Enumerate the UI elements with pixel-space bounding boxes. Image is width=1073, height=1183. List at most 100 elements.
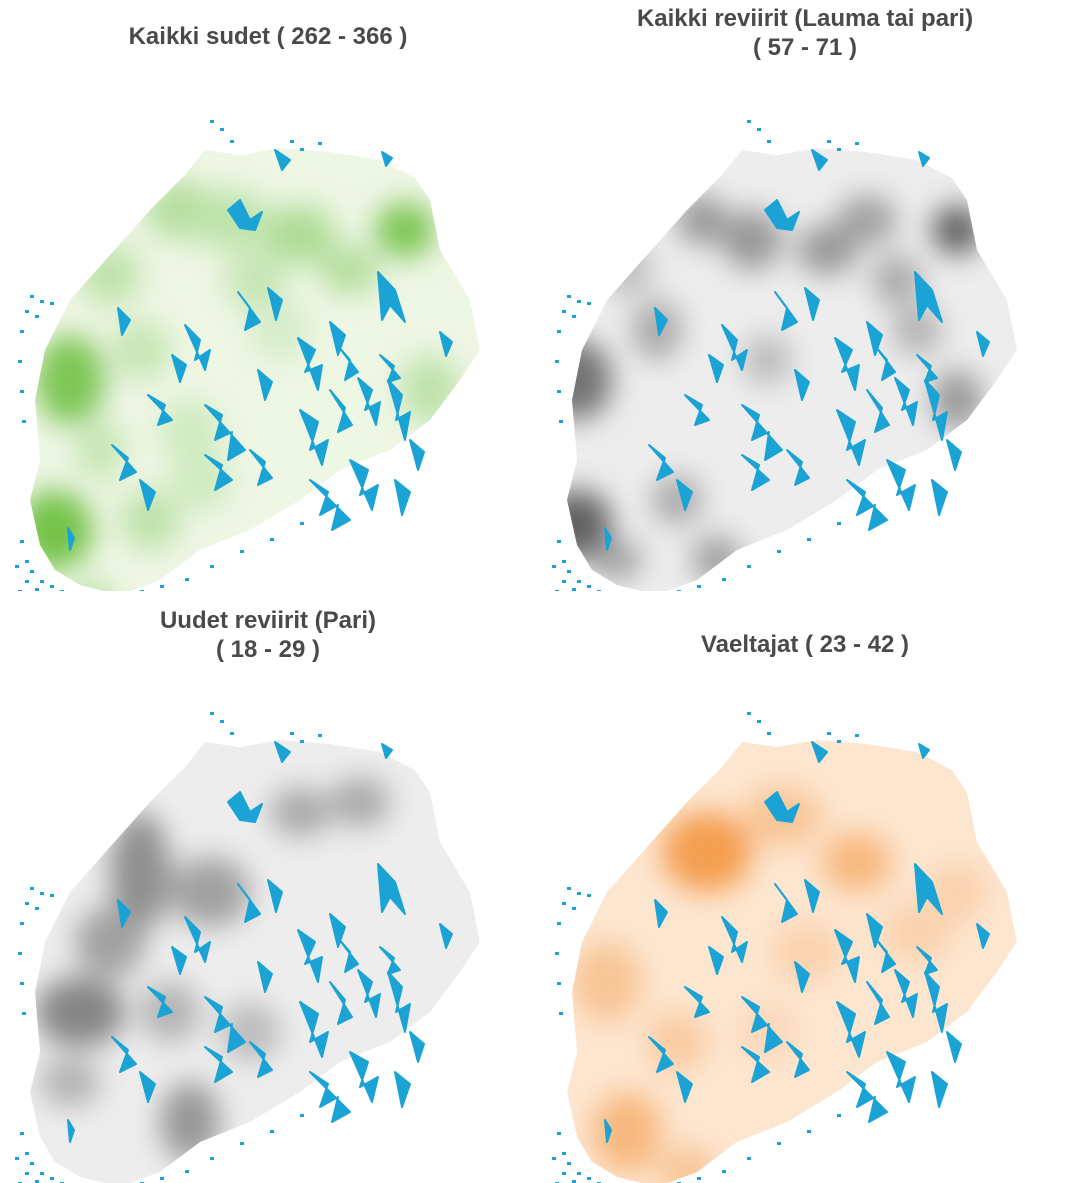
lake-shape <box>918 151 930 167</box>
lake-shape <box>309 479 351 531</box>
land-area <box>567 740 1017 1183</box>
island-mark <box>562 1172 566 1175</box>
density-hotspot <box>657 1147 717 1183</box>
lake-shape <box>394 479 411 516</box>
panel-title: Uudet reviirit (Pari) ( 18 - 29 ) <box>0 606 536 664</box>
lake-shape <box>249 1041 273 1078</box>
island-mark <box>160 1177 164 1180</box>
lake-shape <box>171 354 187 383</box>
island-mark <box>240 550 244 553</box>
density-hotspot <box>120 490 180 550</box>
density-hotspot <box>265 205 335 265</box>
density-hotspot <box>797 225 857 275</box>
density-hotspot <box>375 202 435 258</box>
island-mark <box>677 590 681 591</box>
map-panel-new-territories: Uudet reviirit (Pari) ( 18 - 29 ) <box>0 592 536 1183</box>
island-mark <box>567 570 571 573</box>
lake-shape <box>117 899 131 928</box>
island-mark <box>300 148 304 151</box>
island-mark <box>22 1012 26 1015</box>
lake-shape <box>836 409 866 466</box>
island-mark <box>837 740 841 743</box>
island-mark <box>230 140 234 143</box>
density-hotspot <box>602 245 652 295</box>
lake-shape <box>139 1071 156 1103</box>
lake-shape <box>804 879 820 913</box>
island-mark <box>20 922 24 925</box>
density-hotspot <box>190 190 270 250</box>
island-mark <box>555 360 559 363</box>
island-mark <box>318 142 322 145</box>
island-mark <box>35 1180 39 1183</box>
island-mark <box>40 580 44 583</box>
lake-shape <box>409 1031 425 1063</box>
density-hotspot <box>822 832 892 892</box>
lakes-layer <box>67 149 453 551</box>
island-mark <box>210 1157 214 1160</box>
island-mark <box>567 887 571 890</box>
density-hotspot <box>80 245 140 305</box>
lake-shape <box>931 479 948 516</box>
density-hotspot <box>160 400 220 460</box>
lake-shape <box>721 916 748 963</box>
lake-shape <box>741 404 783 461</box>
lakes-layer <box>604 149 990 551</box>
island-mark <box>35 315 39 318</box>
lake-shape <box>439 923 453 949</box>
lake-shape <box>866 321 883 356</box>
density-map <box>15 120 480 591</box>
island-mark <box>577 580 581 583</box>
lake-shape <box>886 459 916 511</box>
lake-shape <box>171 946 187 975</box>
density-hotspot <box>567 340 612 420</box>
island-mark <box>587 1177 591 1180</box>
island-mark <box>15 565 19 568</box>
density-layer <box>35 777 390 1162</box>
lake-shape <box>147 394 173 426</box>
island-mark <box>572 1180 576 1183</box>
island-mark <box>210 120 214 123</box>
island-mark <box>747 120 751 123</box>
island-mark <box>747 565 751 568</box>
island-mark <box>747 712 751 715</box>
lake-shape <box>257 961 273 993</box>
lake-shape <box>267 287 283 321</box>
title-line-1: Kaikki sudet ( 262 - 366 ) <box>128 23 408 50</box>
density-hotspot <box>75 907 145 977</box>
density-hotspot <box>110 812 170 932</box>
island-mark <box>20 540 24 543</box>
lake-shape <box>774 291 798 331</box>
island-mark <box>25 1152 29 1155</box>
lake-shape <box>846 479 888 531</box>
density-hotspot <box>932 205 982 255</box>
density-hotspot <box>110 320 170 380</box>
lake-shape <box>708 354 724 383</box>
island-mark <box>140 590 144 591</box>
island-mark <box>562 1152 566 1155</box>
island-mark <box>270 538 274 541</box>
lake-shape <box>67 527 75 551</box>
density-hotspot <box>567 490 612 560</box>
island-mark <box>25 580 29 583</box>
land-area <box>30 740 480 1183</box>
lake-shape <box>267 879 283 913</box>
lake-shape <box>786 449 810 486</box>
lake-shape <box>394 1071 411 1108</box>
island-mark <box>855 142 859 145</box>
island-mark <box>60 590 64 591</box>
panel-title: Kaikki sudet ( 262 - 366 ) <box>0 22 536 51</box>
density-hotspot <box>742 335 792 385</box>
lake-shape <box>786 1041 810 1078</box>
lake-shape <box>274 149 291 171</box>
lake-shape <box>866 389 890 433</box>
island-mark <box>25 1172 29 1175</box>
island-mark <box>747 1157 751 1160</box>
island-mark <box>577 1172 581 1175</box>
island-mark <box>318 734 322 737</box>
lake-shape <box>741 1046 770 1083</box>
island-mark <box>25 310 29 313</box>
island-mark <box>557 982 561 985</box>
island-mark <box>562 560 566 563</box>
lake-shape <box>648 444 674 481</box>
density-hotspot <box>40 1057 100 1107</box>
